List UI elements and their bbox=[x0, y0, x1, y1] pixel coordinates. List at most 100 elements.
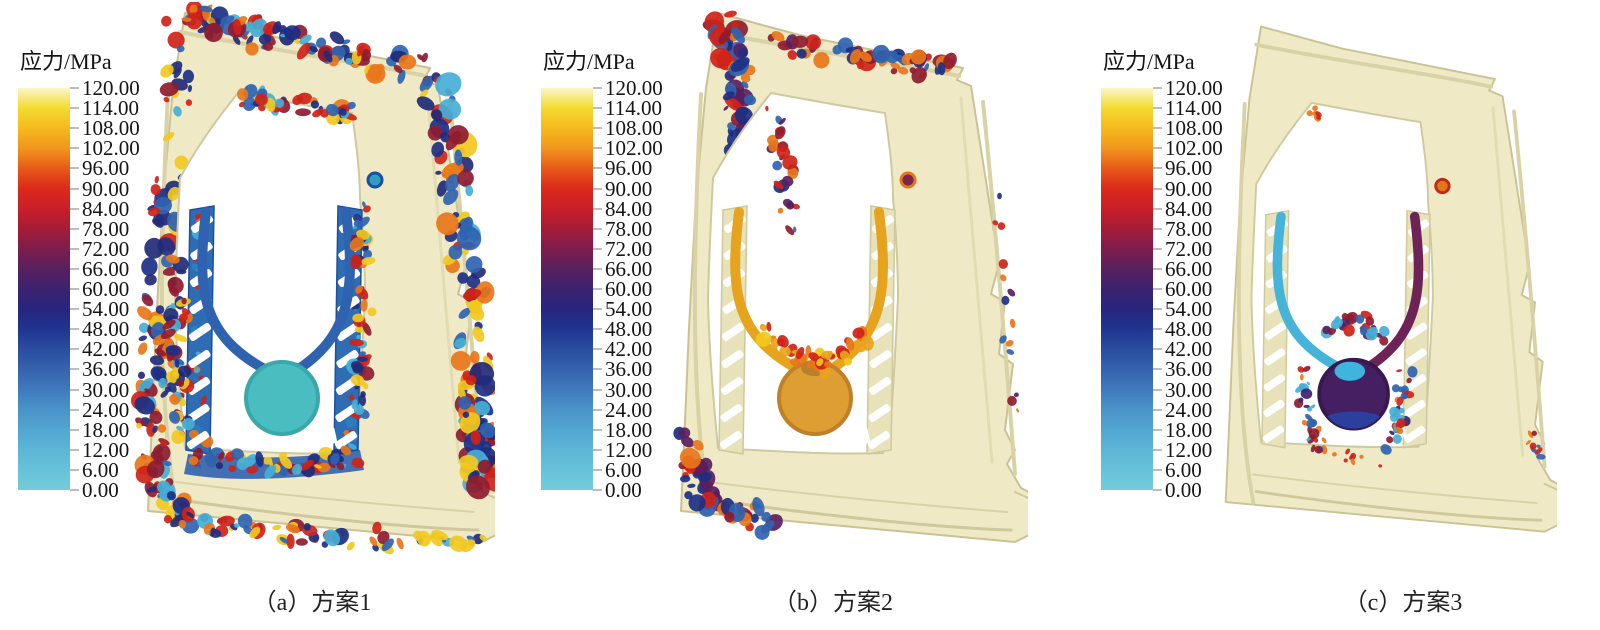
colorbar-tick bbox=[593, 207, 602, 210]
colorbar-tick bbox=[70, 489, 79, 491]
colorbar-tick bbox=[593, 408, 602, 411]
colorbar-tick-label: 114.00 bbox=[82, 96, 139, 121]
colorbar-tick-label: 42.00 bbox=[82, 337, 130, 362]
colorbar-tick bbox=[70, 388, 79, 391]
colorbar-tick bbox=[593, 227, 602, 230]
colorbar-tick-label: 84.00 bbox=[82, 196, 130, 221]
colorbar-tick bbox=[1153, 388, 1162, 391]
colorbar-tick bbox=[70, 368, 79, 371]
colorbar-tick bbox=[1153, 288, 1162, 290]
colorbar-tick-label: 0.00 bbox=[1165, 478, 1202, 502]
colorbar-tick bbox=[70, 448, 79, 451]
colorbar-tick-label: 72.00 bbox=[605, 236, 653, 261]
colorbar-tick bbox=[1153, 207, 1162, 210]
colorbar-tick bbox=[1153, 127, 1162, 130]
colorbar-tick-label: 90.00 bbox=[605, 176, 653, 201]
stress-colorbar: 应力/MPa 120.00 114.00 108.00 102.00 96.00 90.0… bbox=[541, 44, 711, 501]
colorbar-tick bbox=[1153, 167, 1162, 170]
fea-model-scheme-2 bbox=[673, 10, 1028, 543]
colorbar-tick bbox=[1153, 489, 1162, 491]
colorbar-tick-label: 108.00 bbox=[82, 116, 140, 141]
colorbar-tick bbox=[1153, 328, 1162, 331]
colorbar-tick bbox=[1153, 408, 1162, 411]
colorbar-tick bbox=[1153, 468, 1162, 471]
colorbar-tick-label: 0.00 bbox=[605, 478, 642, 502]
colorbar-tick-label: 90.00 bbox=[82, 176, 130, 201]
colorbar-tick bbox=[1153, 247, 1162, 250]
colorbar-tick bbox=[70, 267, 79, 270]
colorbar-title: 应力/MPa bbox=[1103, 49, 1195, 74]
colorbar-tick bbox=[593, 167, 602, 170]
colorbar-tick-label: 12.00 bbox=[605, 437, 653, 462]
colorbar-tick bbox=[593, 288, 602, 290]
panel-caption-c: （c）方案3 bbox=[1343, 590, 1463, 616]
colorbar-tick bbox=[70, 288, 79, 290]
colorbar-body: 120.00 114.00 108.00 102.00 96.00 90.00 84.00 7… bbox=[541, 77, 711, 501]
colorbar-tick-label: 36.00 bbox=[82, 357, 130, 382]
colorbar-tick-label: 54.00 bbox=[605, 297, 653, 322]
colorbar-tick bbox=[593, 308, 602, 311]
colorbar-tick bbox=[1153, 227, 1162, 230]
colorbar-tick bbox=[1153, 87, 1162, 89]
colorbar-tick-label: 18.00 bbox=[605, 417, 653, 442]
colorbar-tick bbox=[70, 308, 79, 311]
colorbar-tick-label: 84.00 bbox=[605, 196, 653, 221]
colorbar-tick-label: 108.00 bbox=[1165, 116, 1223, 141]
colorbar-tick bbox=[70, 187, 79, 190]
colorbar-tick bbox=[593, 489, 602, 491]
colorbar-body: 120.00 114.00 108.00 102.00 96.00 90.00 84.00 7… bbox=[18, 77, 188, 501]
colorbar-tick bbox=[593, 448, 602, 451]
colorbar-tick-label: 96.00 bbox=[82, 156, 130, 181]
colorbar-tick-label: 54.00 bbox=[82, 297, 130, 322]
colorbar-tick bbox=[1153, 428, 1162, 431]
colorbar-tick bbox=[593, 187, 602, 190]
colorbar-tick-label: 12.00 bbox=[1165, 437, 1213, 462]
colorbar-tick-label: 102.00 bbox=[1165, 136, 1223, 161]
fea-model-scheme-3 bbox=[1224, 25, 1557, 533]
colorbar-tick-label: 120.00 bbox=[1165, 76, 1223, 100]
colorbar-tick-label: 24.00 bbox=[605, 397, 653, 422]
colorbar-tick-label: 114.00 bbox=[605, 96, 662, 121]
colorbar-tick-label: 42.00 bbox=[1165, 337, 1213, 362]
panel-scheme-3: 应力/MPa 120.00 114.00 108.00 102.00 96.00 90.0… bbox=[1067, 0, 1600, 630]
colorbar-tick bbox=[593, 87, 602, 89]
colorbar-tick-label: 102.00 bbox=[605, 136, 663, 161]
colorbar-tick bbox=[1153, 348, 1162, 351]
colorbar-tick-label: 66.00 bbox=[1165, 256, 1213, 281]
colorbar-tick bbox=[70, 408, 79, 411]
colorbar-tick bbox=[1153, 308, 1162, 311]
colorbar-tick-label: 120.00 bbox=[605, 76, 663, 100]
colorbar-tick-label: 36.00 bbox=[605, 357, 653, 382]
colorbar-tick bbox=[593, 147, 602, 150]
colorbar-tick-label: 66.00 bbox=[82, 256, 130, 281]
colorbar-tick-label: 42.00 bbox=[605, 337, 653, 362]
colorbar-tick bbox=[593, 388, 602, 391]
colorbar-tick bbox=[593, 428, 602, 431]
colorbar-tick bbox=[70, 468, 79, 471]
colorbar-ticks: 120.00 114.00 108.00 102.00 96.00 90.00 84.00 7… bbox=[70, 77, 182, 501]
colorbar-ticks: 120.00 114.00 108.00 102.00 96.00 90.00 84.00 7… bbox=[1153, 77, 1265, 501]
colorbar-tick-label: 0.00 bbox=[82, 478, 119, 502]
colorbar-tick-label: 24.00 bbox=[82, 397, 130, 422]
colorbar-gradient bbox=[1101, 88, 1153, 490]
colorbar-title: 应力/MPa bbox=[20, 49, 112, 74]
colorbar-tick-label: 48.00 bbox=[1165, 317, 1213, 342]
colorbar-tick bbox=[593, 468, 602, 471]
colorbar-tick-label: 84.00 bbox=[1165, 196, 1213, 221]
colorbar-tick bbox=[70, 167, 79, 170]
stress-colorbar: 应力/MPa 120.00 114.00 108.00 102.00 96.00 90.0… bbox=[1101, 44, 1271, 501]
colorbar-tick bbox=[70, 428, 79, 431]
colorbar-tick bbox=[70, 107, 79, 110]
colorbar-tick-label: 102.00 bbox=[82, 136, 140, 161]
panel-caption-b: （b）方案2 bbox=[773, 590, 893, 616]
colorbar-tick bbox=[1153, 448, 1162, 451]
colorbar-tick-label: 24.00 bbox=[1165, 397, 1213, 422]
colorbar-title: 应力/MPa bbox=[543, 49, 635, 74]
colorbar-tick-label: 6.00 bbox=[605, 457, 642, 482]
colorbar-tick-label: 96.00 bbox=[1165, 156, 1213, 181]
colorbar-tick bbox=[70, 87, 79, 89]
colorbar-tick bbox=[70, 348, 79, 351]
colorbar-tick bbox=[1153, 267, 1162, 270]
colorbar-tick-label: 96.00 bbox=[605, 156, 653, 181]
panel-caption-a: （a）方案1 bbox=[252, 590, 372, 616]
